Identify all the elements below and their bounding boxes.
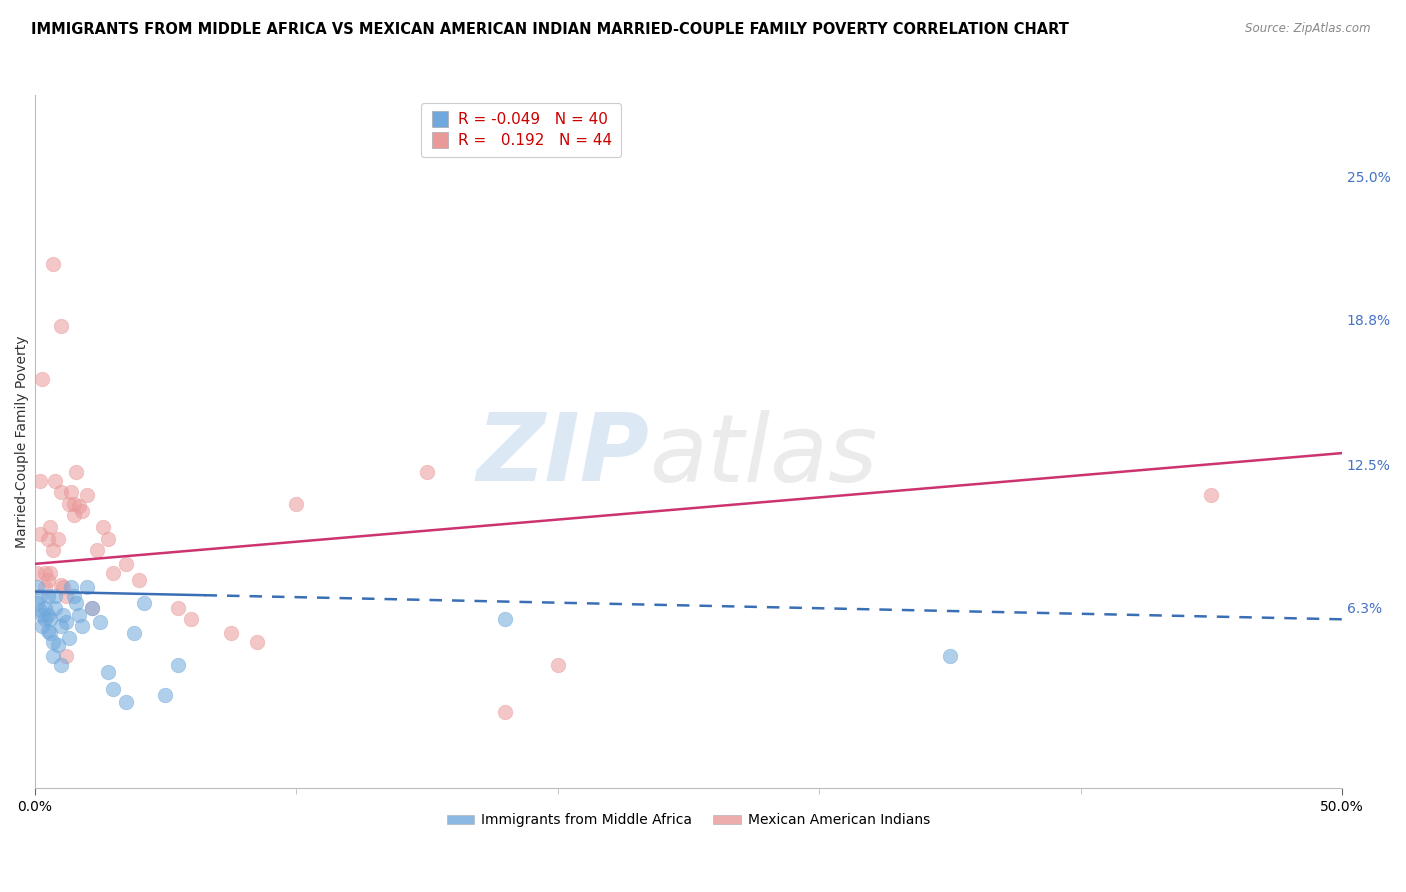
Point xyxy=(62,589,84,603)
Point xyxy=(49,658,72,673)
Point xyxy=(31,372,53,386)
Point xyxy=(44,589,66,603)
Point xyxy=(60,485,83,500)
Point xyxy=(34,612,56,626)
Point xyxy=(285,497,308,511)
Text: Source: ZipAtlas.com: Source: ZipAtlas.com xyxy=(1246,22,1371,36)
Point xyxy=(76,580,98,594)
Point xyxy=(49,577,72,591)
Point xyxy=(46,532,69,546)
Point xyxy=(62,508,84,523)
Point xyxy=(55,649,77,664)
Point xyxy=(101,681,124,696)
Point xyxy=(42,635,65,649)
Point xyxy=(25,596,48,610)
Point xyxy=(52,580,75,594)
Point xyxy=(67,607,90,622)
Point xyxy=(939,649,962,664)
Point xyxy=(89,615,111,629)
Point xyxy=(52,607,75,622)
Point xyxy=(80,600,103,615)
Point xyxy=(37,589,59,603)
Point xyxy=(42,257,65,271)
Point xyxy=(25,580,48,594)
Point xyxy=(91,520,114,534)
Point xyxy=(62,497,84,511)
Point xyxy=(76,488,98,502)
Point xyxy=(37,607,59,622)
Point xyxy=(37,624,59,638)
Point xyxy=(28,527,51,541)
Point xyxy=(25,566,48,581)
Point xyxy=(97,532,120,546)
Point xyxy=(49,619,72,633)
Point xyxy=(58,497,80,511)
Point xyxy=(28,474,51,488)
Point xyxy=(39,612,62,626)
Point xyxy=(65,596,87,610)
Point xyxy=(31,607,53,622)
Point xyxy=(42,543,65,558)
Point xyxy=(55,615,77,629)
Point xyxy=(37,532,59,546)
Point xyxy=(115,695,138,709)
Point xyxy=(416,465,439,479)
Point xyxy=(101,566,124,581)
Point xyxy=(28,603,51,617)
Point xyxy=(547,658,569,673)
Point xyxy=(55,589,77,603)
Point xyxy=(46,638,69,652)
Point xyxy=(49,485,72,500)
Point xyxy=(246,635,269,649)
Point xyxy=(494,705,516,719)
Point xyxy=(28,589,51,603)
Point xyxy=(44,600,66,615)
Point xyxy=(44,474,66,488)
Point xyxy=(39,626,62,640)
Point xyxy=(37,573,59,587)
Legend: Immigrants from Middle Africa, Mexican American Indians: Immigrants from Middle Africa, Mexican A… xyxy=(441,808,935,833)
Point xyxy=(1199,488,1222,502)
Text: IMMIGRANTS FROM MIDDLE AFRICA VS MEXICAN AMERICAN INDIAN MARRIED-COUPLE FAMILY P: IMMIGRANTS FROM MIDDLE AFRICA VS MEXICAN… xyxy=(31,22,1069,37)
Point xyxy=(31,619,53,633)
Point xyxy=(70,504,93,518)
Point xyxy=(39,520,62,534)
Point xyxy=(155,689,177,703)
Point xyxy=(34,600,56,615)
Point xyxy=(122,626,145,640)
Text: ZIP: ZIP xyxy=(477,409,650,501)
Point xyxy=(65,465,87,479)
Point xyxy=(49,319,72,334)
Point xyxy=(42,649,65,664)
Point xyxy=(167,658,190,673)
Point xyxy=(67,499,90,513)
Point xyxy=(70,619,93,633)
Point xyxy=(134,596,156,610)
Point xyxy=(60,580,83,594)
Point xyxy=(97,665,120,680)
Y-axis label: Married-Couple Family Poverty: Married-Couple Family Poverty xyxy=(15,335,30,548)
Point xyxy=(39,566,62,581)
Point xyxy=(167,600,190,615)
Point xyxy=(34,566,56,581)
Point xyxy=(219,626,242,640)
Text: atlas: atlas xyxy=(650,410,877,501)
Point xyxy=(180,612,202,626)
Point xyxy=(86,543,108,558)
Point xyxy=(494,612,516,626)
Point xyxy=(34,580,56,594)
Point xyxy=(128,573,150,587)
Point xyxy=(115,557,138,571)
Point xyxy=(58,631,80,645)
Point xyxy=(80,600,103,615)
